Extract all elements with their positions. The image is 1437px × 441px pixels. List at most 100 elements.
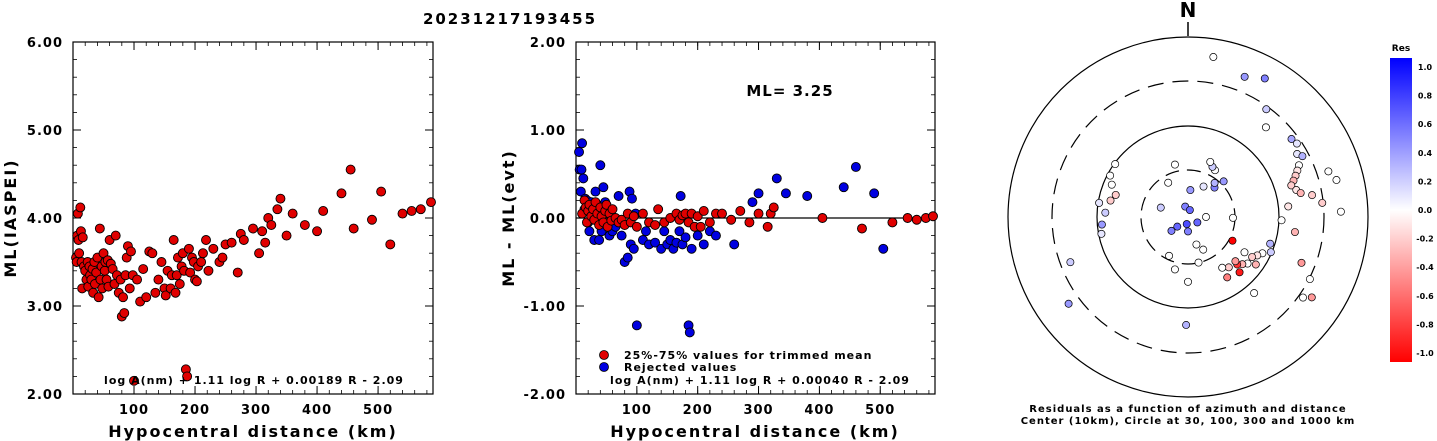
chart2-data-point xyxy=(735,206,746,216)
chart1-data-point xyxy=(203,265,214,276)
chart1-data-point xyxy=(248,223,258,234)
polar-station-point xyxy=(1224,263,1233,272)
chart2-data-point xyxy=(675,191,686,201)
chart2-y-tick-label: 1.00 xyxy=(530,124,566,139)
polar-station-point xyxy=(1296,189,1305,197)
polar-station-point xyxy=(1199,245,1208,254)
chart2-data-point xyxy=(686,243,697,254)
chart2-data-point xyxy=(698,239,709,250)
chart1-data-point xyxy=(77,232,88,243)
colorbar-tick-label: 0.6 xyxy=(1418,120,1433,129)
polar-station-point xyxy=(1219,177,1228,186)
polar-station-point xyxy=(1248,253,1257,262)
chart1-data-point xyxy=(217,252,228,263)
polar-station-point xyxy=(1223,273,1232,282)
chart2-data-point xyxy=(911,214,922,225)
chart2-data-point xyxy=(574,147,584,157)
chart1-data-point xyxy=(191,276,202,287)
circle-1000km xyxy=(1007,36,1369,398)
chart1-data-point xyxy=(74,248,85,259)
chart2-data-point xyxy=(817,213,828,223)
chart1-data-point xyxy=(260,237,271,248)
chart1-data-point xyxy=(312,226,323,237)
polar-station-point xyxy=(1182,321,1191,329)
chart2-data-point xyxy=(650,237,661,248)
chart2-data-point xyxy=(577,138,588,149)
chart2-data-point xyxy=(747,197,758,208)
chart2-data-point xyxy=(594,235,605,245)
chart1-data-point xyxy=(168,235,179,245)
chart1-data-point xyxy=(275,193,286,204)
colorbar-title: Res xyxy=(1392,44,1410,54)
legend-label-trimmed: 25%-75% values for trimmed mean xyxy=(624,349,872,362)
chart2-data-point xyxy=(802,191,813,201)
chart1-data-point xyxy=(272,204,283,215)
chart1-data-point xyxy=(226,237,237,248)
chart2-data-point xyxy=(627,193,637,204)
chart1-formula: log A(nm) + 1.11 log R + 0.00189 R - 2.0… xyxy=(104,374,404,387)
chart2-data-point xyxy=(717,208,727,219)
polar-station-point xyxy=(1106,196,1115,205)
colorbar-tick-label: -0.4 xyxy=(1416,263,1434,272)
chart1-data-point xyxy=(170,287,181,298)
chart2-data-point xyxy=(622,252,633,263)
chart1-data-point xyxy=(232,267,243,278)
polar-station-point xyxy=(1097,220,1106,229)
polar-station-point xyxy=(1184,277,1192,286)
chart2-x-axis-label: Hypocentral distance (km) xyxy=(610,422,900,441)
polar-station-point xyxy=(1324,167,1333,176)
chart2-data-point xyxy=(575,186,586,197)
polar-station-point xyxy=(1287,135,1296,143)
chart1-data-point xyxy=(153,274,164,285)
chart2-data-point xyxy=(698,206,709,216)
chart1-data-point xyxy=(147,248,158,259)
polar-station-point xyxy=(1307,293,1316,302)
chart1-data-point xyxy=(348,223,359,234)
chart2-data-point xyxy=(680,232,691,243)
chart2-y-tick-label: 2.00 xyxy=(530,36,566,51)
chart2-data-point xyxy=(780,188,791,199)
polar-station-point xyxy=(1262,105,1271,114)
chart1-data-point xyxy=(376,186,387,197)
polar-station-point xyxy=(1106,171,1115,180)
circle-300km xyxy=(1051,80,1325,354)
polar-station-point xyxy=(1202,213,1210,221)
chart1-data-point xyxy=(266,220,277,230)
chart2-data-point xyxy=(857,223,867,234)
polar-station-point xyxy=(1251,260,1260,269)
legend-label-rejected: Rejected values xyxy=(624,361,737,374)
chart2-data-point xyxy=(753,208,764,219)
polar-station-point xyxy=(1095,198,1104,207)
chart2-data-point xyxy=(607,204,618,215)
chart1-data-point xyxy=(118,292,128,303)
chart1-data-point xyxy=(93,292,104,303)
chart2-x-tick-label: 500 xyxy=(865,403,895,418)
chart1-x-axis-label: Hypocentral distance (km) xyxy=(108,422,398,441)
polar-station-point xyxy=(1194,258,1203,267)
chart1-data-point xyxy=(138,264,149,274)
colorbar-tick-label: -0.8 xyxy=(1416,320,1434,329)
chart2-data-point xyxy=(695,221,706,232)
polar-station-point xyxy=(1297,258,1306,267)
chart2-data-point xyxy=(631,221,642,232)
polar-station-point xyxy=(1231,257,1240,266)
chart1-x-tick-label: 200 xyxy=(180,403,210,418)
chart2-x-tick-label: 400 xyxy=(804,403,834,418)
polar-station-point xyxy=(1186,186,1195,195)
polar-caption-line1: Residuals as a function of azimuth and d… xyxy=(1029,404,1346,415)
polar-station-point xyxy=(1101,208,1110,217)
chart1-data-point xyxy=(129,375,139,386)
chart1-data-point xyxy=(171,270,182,281)
chart2-data-point xyxy=(704,217,715,228)
polar-station-point xyxy=(1260,74,1269,83)
chart2-data-point xyxy=(710,230,721,241)
chart2-data-point xyxy=(641,226,651,237)
chart2-y-tick-label: -2.00 xyxy=(524,388,566,403)
chart1-x-tick-label: 400 xyxy=(302,403,332,418)
polar-station-point xyxy=(1209,53,1218,61)
chart2-data-point xyxy=(595,160,606,171)
chart1-data-point xyxy=(198,248,208,259)
chart2-y-tick-label: -1.00 xyxy=(524,300,566,315)
chart1-data-point xyxy=(182,371,193,382)
chart2-data-point xyxy=(628,211,639,222)
